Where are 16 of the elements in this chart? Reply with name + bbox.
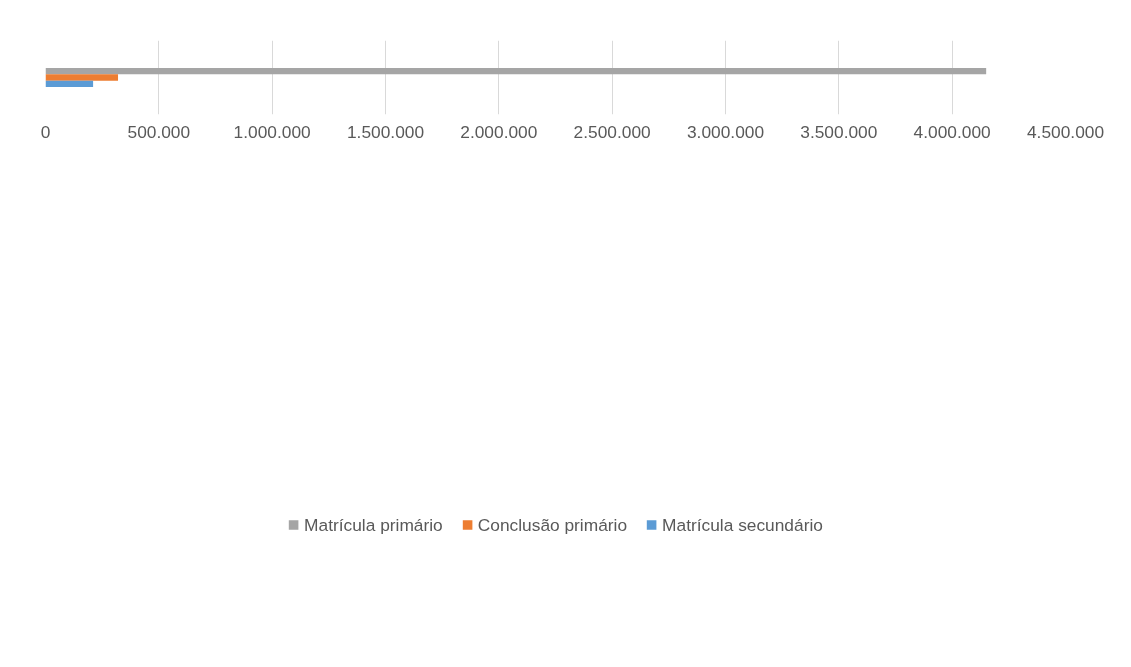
x-tick-label: 3.500.000 xyxy=(800,121,878,142)
bar xyxy=(45,80,94,88)
legend-label: Matrícula secundário xyxy=(662,514,823,536)
x-tick-label: 0 xyxy=(40,121,51,142)
legend-label: Matrícula primário xyxy=(304,514,443,536)
x-tick-label: 3.000.000 xyxy=(686,121,765,142)
x-tick-label: 4.000.000 xyxy=(913,121,991,142)
x-tick-label: 1.500.000 xyxy=(346,121,425,142)
x-tick-label: 500.000 xyxy=(127,121,191,142)
x-tick-label: 2.000.000 xyxy=(460,121,538,142)
legend-label: Conclusão primário xyxy=(477,514,628,536)
bar xyxy=(45,74,119,81)
x-tick-label: 1.000.000 xyxy=(233,121,311,142)
x-tick-label: 2.500.000 xyxy=(573,121,651,142)
bar xyxy=(45,67,987,75)
x-tick-label: 4.500.000 xyxy=(1026,121,1105,142)
